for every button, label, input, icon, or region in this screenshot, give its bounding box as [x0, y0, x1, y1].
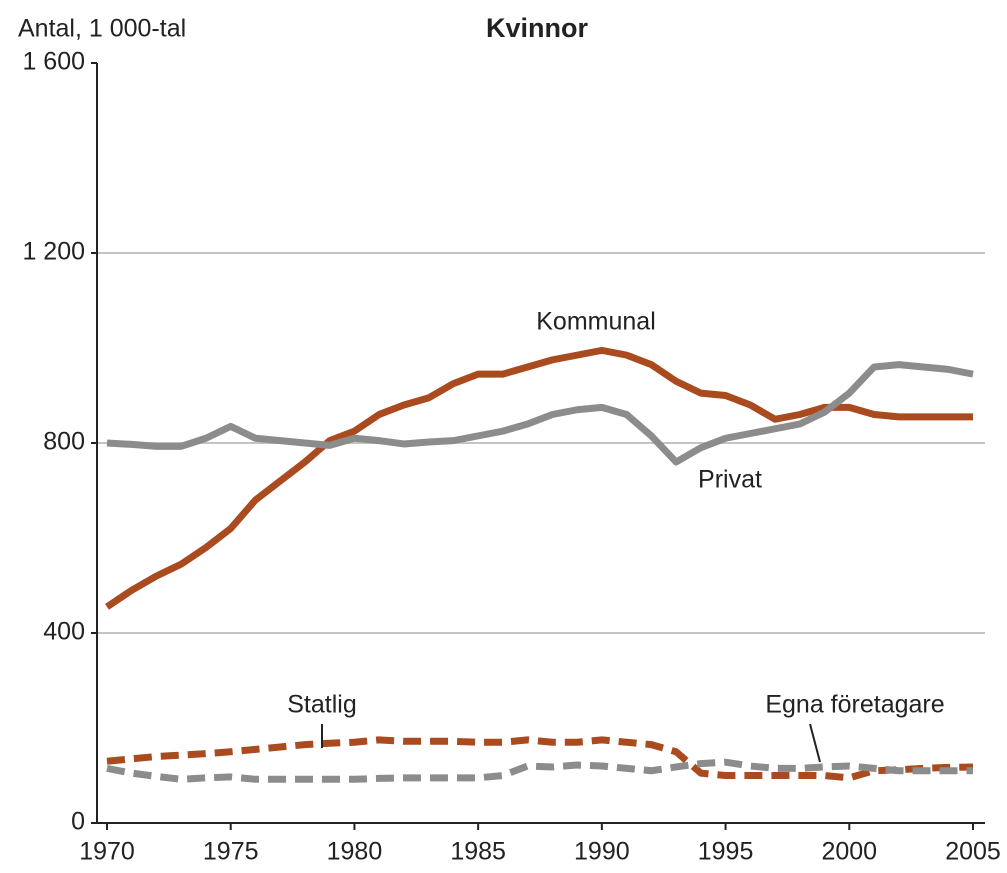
x-tick-label: 1995: [698, 838, 754, 866]
x-tick-label: 1975: [203, 838, 259, 866]
series-label: Statlig: [287, 691, 356, 719]
x-tick-label: 1990: [574, 838, 630, 866]
x-tick-label: 2005: [945, 838, 1001, 866]
x-tick-label: 1980: [327, 838, 383, 866]
series-label: Privat: [698, 466, 762, 494]
series-label: Egna företagare: [765, 691, 944, 719]
x-tick-label: 1985: [450, 838, 506, 866]
y-axis-label: Antal, 1 000-tal: [18, 15, 186, 43]
x-tick-label: 2000: [821, 838, 877, 866]
x-tick-label: 1970: [79, 838, 135, 866]
series-line: [106, 361, 974, 466]
label-pointer: [809, 723, 821, 763]
series-line: [106, 758, 973, 783]
series-line: [106, 736, 974, 782]
series-label: Kommunal: [536, 308, 656, 336]
y-tick-label: 800: [43, 428, 85, 456]
y-tick-label: 1 600: [22, 48, 85, 76]
chart-title: Kvinnor: [486, 13, 588, 43]
y-tick-label: 1 200: [22, 238, 85, 266]
y-tick-label: 0: [71, 808, 85, 836]
series-line: [105, 346, 973, 610]
y-tick-label: 400: [43, 618, 85, 646]
